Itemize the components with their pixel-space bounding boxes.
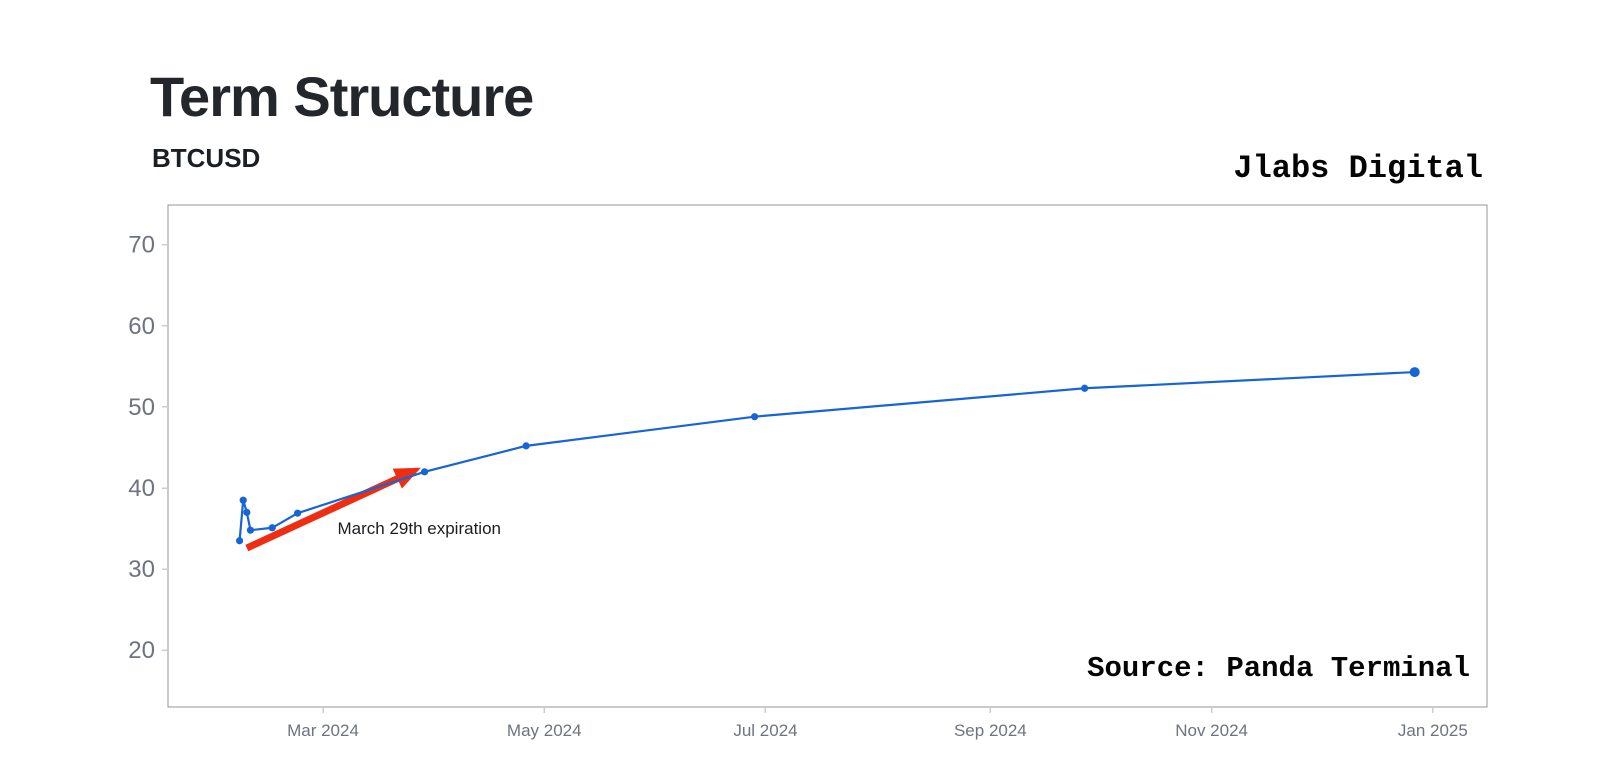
annotation-text: March 29th expiration bbox=[338, 519, 501, 538]
y-axis-tick-label: 40 bbox=[128, 475, 155, 502]
term-structure-line bbox=[238, 370, 1415, 541]
x-axis-tick-label: May 2024 bbox=[507, 721, 582, 740]
source-label: Source: Panda Terminal bbox=[1087, 652, 1470, 685]
chart-symbol-label: BTCUSD bbox=[152, 143, 261, 173]
data-point-marker bbox=[235, 537, 244, 545]
plot-border bbox=[167, 204, 1488, 708]
data-point-marker bbox=[751, 413, 759, 421]
data-point-marker bbox=[1081, 384, 1089, 392]
data-point-marker bbox=[239, 496, 247, 504]
data-point-marker bbox=[246, 526, 255, 534]
y-axis-tick-label: 70 bbox=[128, 232, 155, 259]
y-axis-tick-label: 20 bbox=[128, 637, 155, 664]
y-axis-tick-label: 50 bbox=[128, 394, 155, 421]
x-axis-tick-label: Sep 2024 bbox=[954, 721, 1027, 740]
data-point-marker bbox=[420, 468, 429, 476]
page-title: Term Structure bbox=[150, 64, 534, 128]
data-point-marker bbox=[522, 442, 530, 450]
x-axis-tick-label: Jan 2025 bbox=[1398, 721, 1468, 740]
data-point-marker bbox=[294, 509, 302, 517]
y-axis-tick-label: 60 bbox=[128, 313, 155, 340]
x-axis-tick-label: Jul 2024 bbox=[733, 721, 797, 740]
data-point-marker bbox=[1409, 367, 1420, 378]
data-point-marker bbox=[243, 508, 251, 516]
x-axis-tick-label: Mar 2024 bbox=[287, 721, 359, 740]
y-axis-tick-label: 30 bbox=[128, 556, 155, 583]
x-axis-tick-label: Nov 2024 bbox=[1175, 721, 1248, 740]
data-point-marker bbox=[268, 524, 276, 532]
brand-label: Jlabs Digital bbox=[1233, 150, 1483, 187]
